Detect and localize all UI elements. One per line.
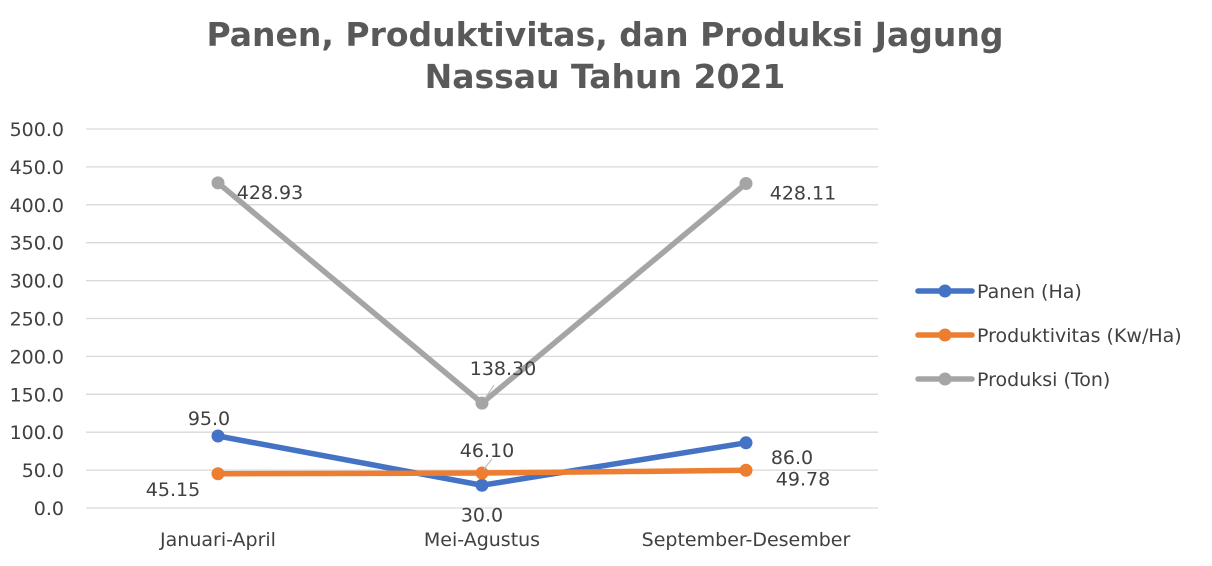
data-label: 138.30 <box>470 358 536 380</box>
legend-marker <box>938 328 952 342</box>
y-tick-label: 500.0 <box>10 119 64 141</box>
data-label: 49.78 <box>776 468 830 490</box>
data-point <box>211 176 225 190</box>
chart-title-line-1: Panen, Produktivitas, dan Produksi Jagun… <box>206 15 1004 54</box>
legend-label: Panen (Ha) <box>977 281 1082 303</box>
data-point <box>739 463 753 477</box>
data-label: 95.0 <box>188 408 230 430</box>
data-point <box>475 396 489 410</box>
y-tick-label: 300.0 <box>10 271 64 293</box>
leader-line <box>483 458 493 470</box>
data-point <box>739 176 753 190</box>
x-tick-label: September-Desember <box>642 529 851 551</box>
x-tick-label: Januari-April <box>159 529 276 551</box>
y-tick-label: 200.0 <box>10 346 64 368</box>
data-point <box>739 436 753 450</box>
data-point <box>211 467 225 481</box>
data-label: 428.93 <box>237 182 303 204</box>
legend-marker <box>938 372 952 386</box>
y-tick-label: 350.0 <box>10 233 64 255</box>
leader-line <box>484 384 495 399</box>
y-tick-label: 400.0 <box>10 195 64 217</box>
data-point <box>475 466 489 480</box>
data-label: 45.15 <box>146 479 200 501</box>
data-label: 428.11 <box>770 182 836 204</box>
data-label: 46.10 <box>460 440 514 462</box>
y-tick-label: 150.0 <box>10 384 64 406</box>
data-point <box>211 429 225 443</box>
data-label: 30.0 <box>461 504 503 526</box>
data-label: 86.0 <box>771 447 813 469</box>
y-tick-label: 0.0 <box>34 498 64 520</box>
data-point <box>475 478 489 492</box>
legend-marker <box>938 284 952 298</box>
y-tick-label: 450.0 <box>10 157 64 179</box>
legend-label: Produksi (Ton) <box>977 369 1110 391</box>
x-tick-label: Mei-Agustus <box>424 529 540 551</box>
chart-title: Panen, Produktivitas, dan Produksi Jagun… <box>0 14 1210 98</box>
legend-label: Produktivitas (Kw/Ha) <box>977 325 1182 347</box>
y-tick-label: 50.0 <box>22 460 64 482</box>
chart-title-line-2: Nassau Tahun 2021 <box>424 57 786 96</box>
y-tick-label: 250.0 <box>10 309 64 331</box>
y-tick-label: 100.0 <box>10 422 64 444</box>
